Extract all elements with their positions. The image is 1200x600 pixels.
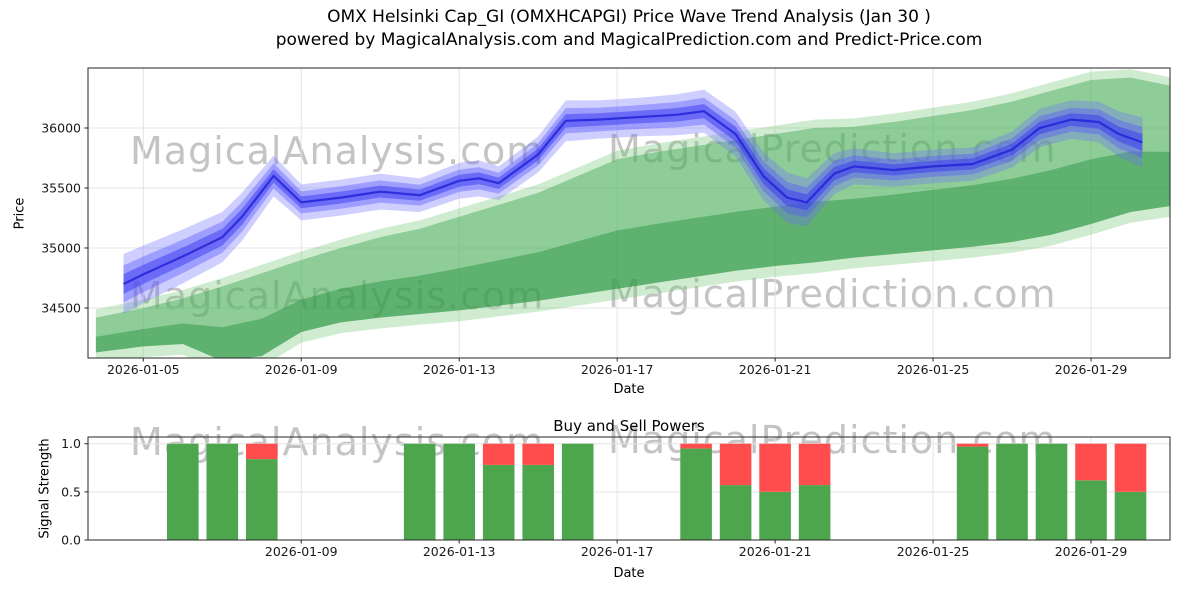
buy-power-bar <box>956 446 989 540</box>
sell-power-bar <box>759 443 791 492</box>
watermark-analysis: MagicalAnalysis.com <box>130 129 545 173</box>
buy-power-bar <box>1075 480 1107 540</box>
sell-power-bar <box>1114 443 1147 492</box>
buy-power-bar <box>522 464 554 540</box>
signal-x-tick-label: 2026-01-13 <box>423 544 496 559</box>
figure-subtitle: powered by MagicalAnalysis.com and Magic… <box>275 30 983 50</box>
price-y-axis-label: Price <box>12 197 28 230</box>
signal-y-tick-label: 0.5 <box>61 484 81 499</box>
price-x-tick-label: 2026-01-21 <box>739 362 812 377</box>
trend-band-outer <box>95 69 1170 358</box>
signal-chart-title: Buy and Sell Powers <box>553 417 705 435</box>
buy-power-bar <box>1035 443 1068 540</box>
buy-power-bar <box>719 485 752 540</box>
signal-x-tick-label: 2026-01-21 <box>739 544 812 559</box>
signal-x-tick-label: 2026-01-25 <box>897 544 970 559</box>
trend-band <box>95 77 1170 358</box>
buy-power-bar <box>680 448 712 540</box>
sell-power-bar <box>522 443 554 465</box>
price-x-tick-label: 2026-01-17 <box>581 362 654 377</box>
price-x-tick-label: 2026-01-09 <box>265 362 338 377</box>
signal-x-axis-label: Date <box>613 566 645 581</box>
sell-power-bar <box>482 443 515 465</box>
sell-power-bar <box>798 443 831 486</box>
price-plot-area <box>95 69 1170 358</box>
sell-power-bar <box>246 443 278 460</box>
sell-power-bar <box>719 443 752 486</box>
figure-title: OMX Helsinki Cap_GI (OMXHCAPGI) Price Wa… <box>327 7 931 27</box>
sell-power-bar <box>956 443 989 447</box>
price-y-tick-label: 35000 <box>41 240 81 255</box>
price-y-tick-label: 36000 <box>41 120 81 135</box>
signal-y-tick-label: 1.0 <box>61 436 81 451</box>
price-chart-frame <box>87 67 1171 359</box>
buy-power-bar <box>561 443 594 540</box>
signal-chart-frame <box>87 436 1171 541</box>
price-x-tick-label: 2026-01-25 <box>897 362 970 377</box>
signal-y-tick-label: 0.0 <box>61 533 81 548</box>
signal-y-axis-label: Signal Strength <box>37 438 53 539</box>
price-x-tick-label: 2026-01-13 <box>423 362 496 377</box>
buy-power-bar <box>443 443 475 540</box>
sell-power-bar <box>1075 443 1107 481</box>
signal-x-tick-label: 2026-01-29 <box>1055 544 1128 559</box>
price-x-axis-label: Date <box>613 382 645 397</box>
price-y-tick-label: 35500 <box>41 180 81 195</box>
buy-power-bar <box>246 459 278 540</box>
trend-band-core <box>95 151 1170 358</box>
signal-x-tick-label: 2026-01-17 <box>581 544 654 559</box>
buy-power-bar <box>206 443 239 540</box>
buy-power-bar <box>167 443 199 540</box>
buy-power-bar <box>759 491 791 540</box>
buy-power-bar <box>482 464 515 540</box>
signal-x-tick-label: 2026-01-09 <box>265 544 338 559</box>
sell-power-bar <box>680 443 712 449</box>
price-x-tick-label: 2026-01-29 <box>1055 362 1128 377</box>
price-x-tick-label: 2026-01-05 <box>107 362 180 377</box>
signal-plot-area <box>167 443 1147 540</box>
price-wave-line <box>123 110 1143 285</box>
buy-power-bar <box>1114 491 1147 540</box>
buy-power-bar <box>403 443 436 540</box>
buy-power-bar <box>996 443 1028 540</box>
buy-power-bar <box>798 485 831 540</box>
price-y-tick-label: 34500 <box>41 300 81 315</box>
watermark-prediction: MagicalPrediction.com <box>608 272 1057 316</box>
watermark-analysis: MagicalAnalysis.com <box>130 274 544 318</box>
